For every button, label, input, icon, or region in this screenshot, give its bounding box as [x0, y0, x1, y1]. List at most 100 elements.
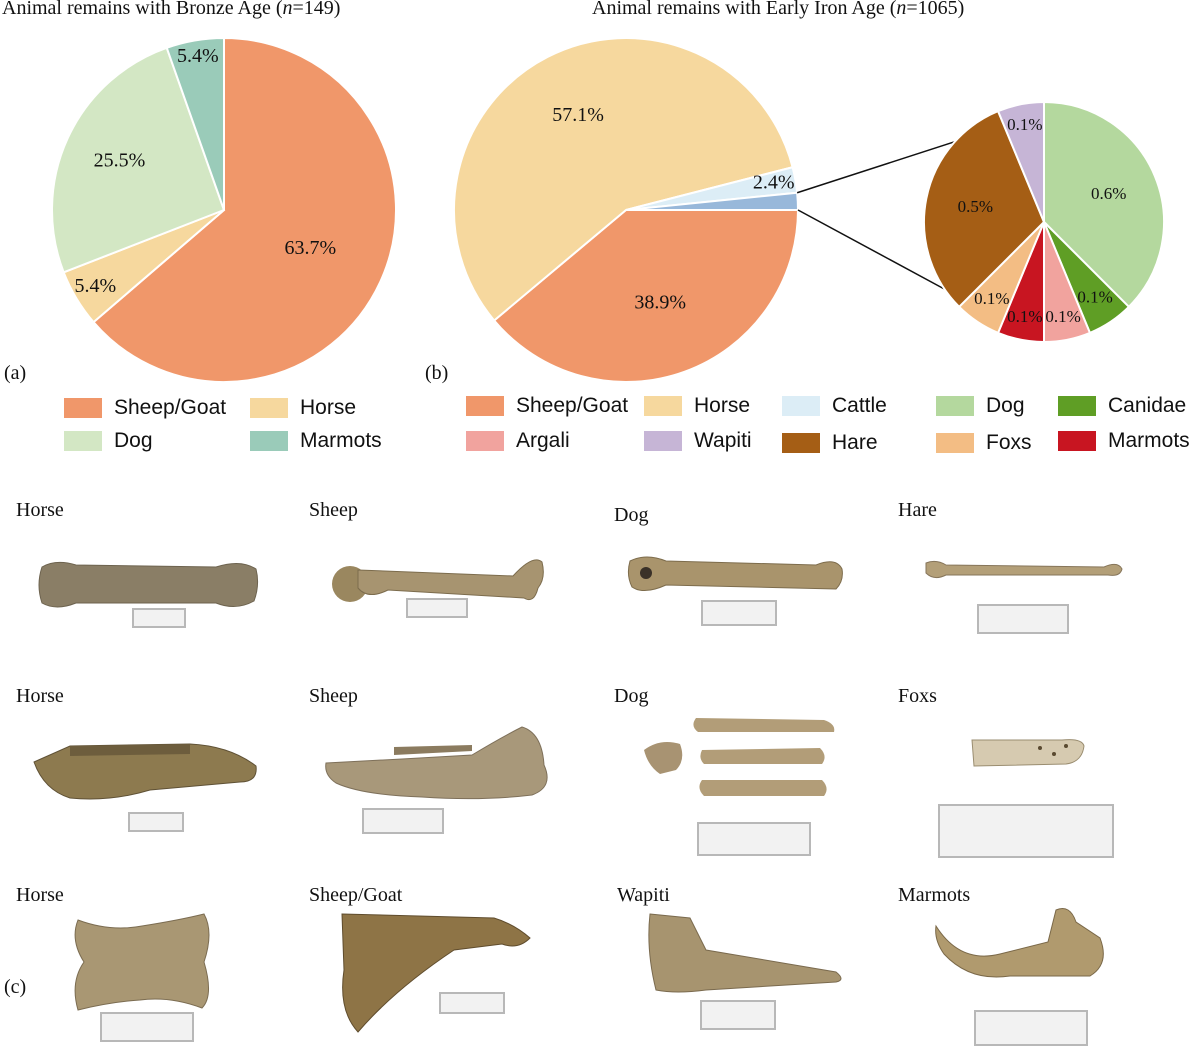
legend-b-item: Canidae — [1058, 394, 1186, 418]
legend-b-item: Marmots — [1058, 429, 1190, 453]
legend-a-label: Sheep/Goat — [114, 396, 227, 419]
legend-b-label: Canidae — [1108, 394, 1187, 417]
pie-label-dog: 25.5% — [94, 150, 146, 172]
hare-limb-bone-photo — [925, 560, 1123, 579]
chart-b-title-suffix: =1065) — [906, 0, 965, 19]
pie-label-hare: 0.5% — [958, 197, 993, 216]
chart-b-title-prefix: Animal remains with Early Iron Age ( — [592, 0, 897, 19]
legend-a-label: Marmots — [300, 429, 382, 452]
legend-a-item: Marmots — [250, 429, 382, 453]
legend-a-item: Dog — [64, 429, 153, 453]
chart-a-title-prefix: Animal remains with Bronze Age ( — [2, 0, 283, 19]
scale-bar — [100, 1012, 194, 1042]
pie-label-cattle: 2.4% — [753, 171, 795, 193]
legend-b-swatch — [644, 396, 682, 416]
pie-slice-hare — [923, 109, 1046, 309]
legend-b-swatch — [466, 431, 504, 451]
pie-label-foxs: 0.1% — [974, 289, 1009, 308]
specimen-label: Horse — [16, 884, 64, 906]
legend-b-item: Cattle — [782, 394, 887, 418]
specimen-label: Sheep — [309, 499, 358, 521]
legend-a-swatch — [250, 431, 288, 451]
pie-slice-marmots — [165, 36, 225, 211]
scale-bar — [697, 822, 811, 856]
legend-b-item: Argali — [466, 429, 570, 453]
panel-label-a: (a) — [4, 362, 27, 384]
legend-b-swatch — [1058, 431, 1096, 451]
scale-bar — [132, 608, 186, 628]
legend-b-label: Horse — [694, 394, 751, 417]
scale-bar — [128, 812, 184, 832]
sheep-mandible-photo — [325, 726, 548, 800]
legend-a-label: Dog — [114, 429, 153, 452]
legend-b-swatch — [782, 433, 820, 453]
specimen-label: Horse — [16, 685, 64, 707]
panel-label-c: (c) — [4, 976, 27, 998]
specimen-label: Horse — [16, 499, 64, 521]
legend-b-swatch — [936, 396, 974, 416]
dog-limb-bone-photo — [627, 556, 843, 591]
legend-b-label: Sheep/Goat — [516, 394, 629, 417]
chart-a-title-suffix: =149) — [292, 0, 341, 19]
legend-a-swatch — [64, 398, 102, 418]
pie-slice-dog — [1043, 100, 1165, 309]
legend-b-label: Marmots — [1108, 429, 1190, 452]
legend-b-label: Wapiti — [694, 429, 752, 452]
pie-connector-line — [797, 209, 945, 290]
panel-label-b: (b) — [425, 362, 449, 384]
scale-bar — [974, 1010, 1088, 1046]
scale-bar — [406, 598, 468, 618]
pie-label-dog: 0.6% — [1091, 184, 1126, 203]
legend-b-item: Horse — [644, 394, 750, 418]
horse-mandible-photo — [33, 743, 257, 800]
pie-slice-wapiti — [996, 100, 1045, 223]
scale-bar — [439, 992, 505, 1014]
pie-slice-others — [625, 191, 800, 211]
legend-a-swatch — [250, 398, 288, 418]
legend-b-label: Cattle — [832, 394, 887, 417]
legend-b-swatch — [782, 396, 820, 416]
chart-b-title-n: n — [896, 0, 907, 19]
pie-label-marmots: 5.4% — [177, 45, 219, 67]
pie-label-argali: 0.1% — [1045, 307, 1080, 326]
chart-b-title: Animal remains with Early Iron Age (n=10… — [592, 0, 964, 20]
specimen-label: Foxs — [898, 685, 937, 707]
scale-bar — [700, 1000, 776, 1030]
legend-b-item: Wapiti — [644, 429, 752, 453]
pie-label-marmots: 0.1% — [1007, 307, 1042, 326]
legend-b-label: Dog — [986, 394, 1025, 417]
scale-bar — [362, 808, 444, 834]
legend-a-swatch — [64, 431, 102, 451]
legend-a-item: Horse — [250, 396, 356, 420]
pie-label-canidae: 0.1% — [1077, 287, 1112, 306]
chart-a-title: Animal remains with Bronze Age (n=149) — [2, 0, 340, 20]
pie-slice-dog — [51, 46, 226, 274]
horse-phalanx-photo — [74, 913, 210, 1011]
specimen-label: Hare — [898, 499, 937, 521]
horse-limb-bone-photo — [38, 561, 259, 608]
pie-label-wapiti: 0.1% — [1007, 115, 1042, 134]
specimen-label: Marmots — [898, 884, 971, 906]
legend-b-item: Sheep/Goat — [466, 394, 628, 418]
specimen-label: Wapiti — [617, 884, 670, 906]
pie-slice-sheep-goat — [92, 36, 397, 383]
pie-slice-horse — [453, 37, 794, 322]
legend-b-item: Foxs — [936, 431, 1032, 455]
legend-b-swatch — [1058, 396, 1096, 416]
legend-b-item: Dog — [936, 394, 1025, 418]
specimen-label: Dog — [614, 685, 649, 707]
pie-charts: 63.7% 5.4% 25.5% 5.4% 38.9% 57.1% 2.4% 0.6% 0.1%… — [51, 36, 1165, 383]
scale-bar — [701, 600, 777, 626]
specimen-label: Sheep/Goat — [309, 884, 403, 906]
specimen-label: Dog — [614, 504, 649, 526]
chart-a-title-n: n — [282, 0, 293, 19]
legend-b-label: Foxs — [986, 431, 1032, 454]
pie-slice-sheep-goat — [492, 209, 800, 383]
legend-a-label: Horse — [300, 396, 357, 419]
scale-bar — [938, 804, 1114, 858]
legend-b-swatch — [936, 433, 974, 453]
scale-bar — [977, 604, 1069, 634]
pie-label-sheep-goat: 38.9% — [634, 292, 686, 314]
pie-label-sheep-goat: 63.7% — [285, 237, 337, 259]
wapiti-bone-photo — [648, 913, 842, 993]
